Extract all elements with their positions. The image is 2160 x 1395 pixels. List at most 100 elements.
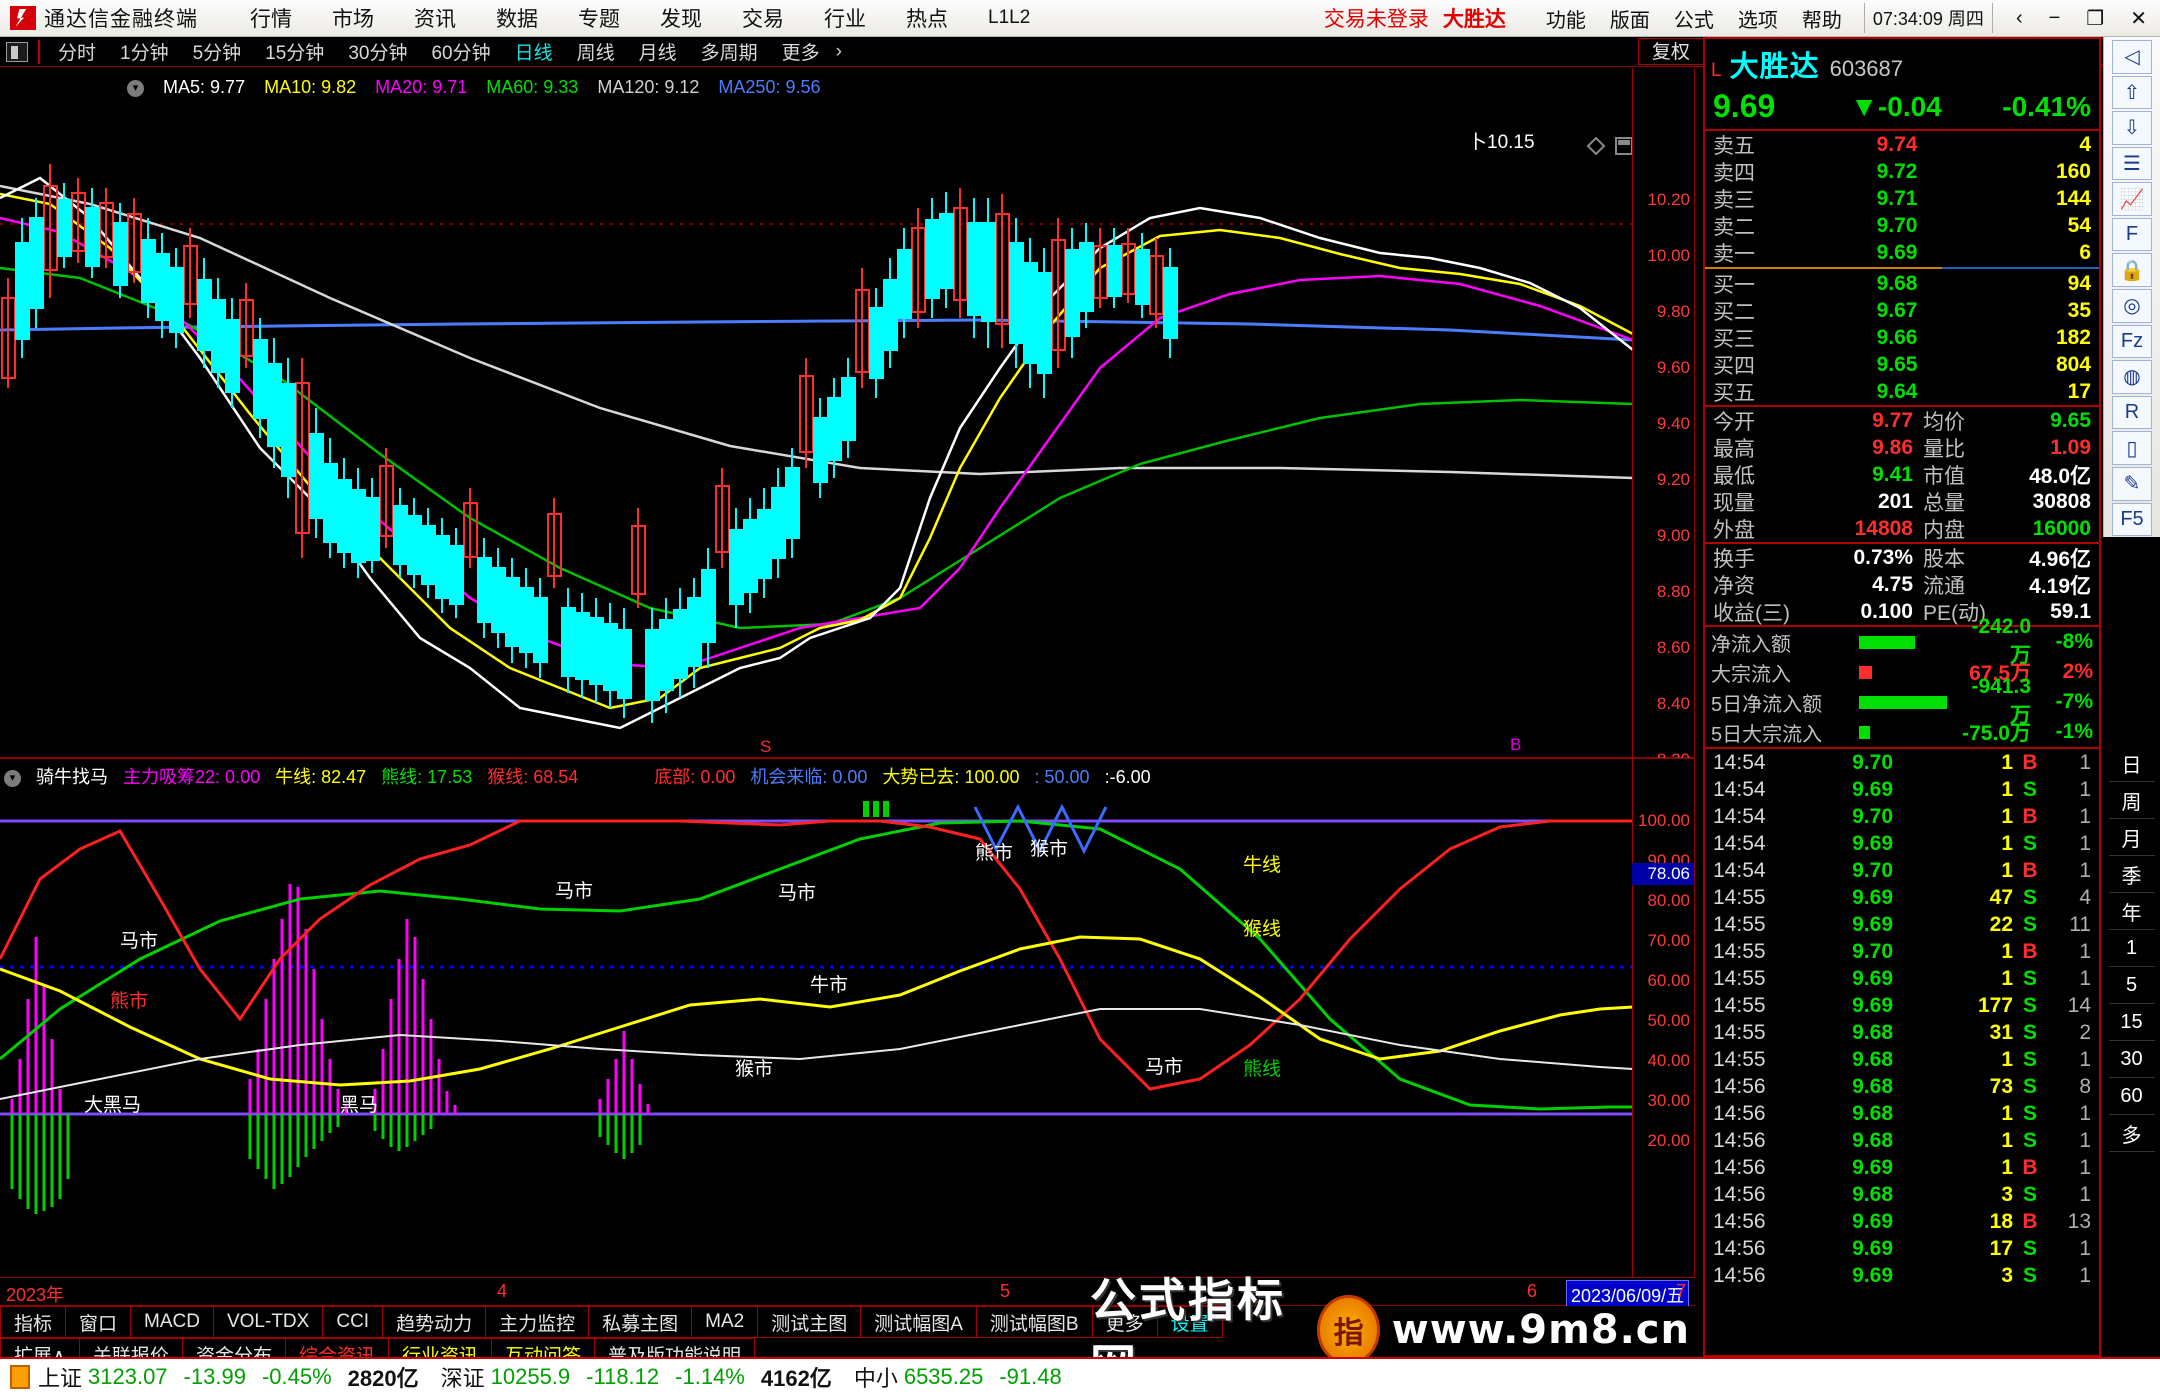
menu-item-redian[interactable]: 热点: [906, 8, 948, 31]
main-kline-chart[interactable]: 大胜达(日线) ▾ MA5: 9.77 MA10: 9.82 MA20: 9.7…: [0, 68, 1695, 769]
orderbook-bid-row[interactable]: 买五 9.64 17: [1705, 378, 2099, 405]
menu-item-faxian[interactable]: 发现: [660, 8, 702, 31]
period-weekly[interactable]: 周线: [576, 43, 615, 64]
list-icon[interactable]: ☰: [2112, 146, 2152, 181]
axis-tick-2: 9.80: [1656, 302, 1690, 321]
indicator-dropdown-icon[interactable]: ▾: [4, 769, 21, 787]
arrow-down-icon[interactable]: ⇩: [2112, 111, 2152, 145]
side-period-5min[interactable]: 5: [2108, 967, 2155, 1004]
orderbook-bid-row[interactable]: 买一 9.68 94: [1705, 270, 2099, 297]
menu-item-l1l2[interactable]: L1L2: [988, 7, 1031, 28]
menu-item-hangye[interactable]: 行业: [824, 8, 866, 31]
tab-macd[interactable]: MACD: [131, 1306, 214, 1338]
period-1min[interactable]: 1分钟: [120, 43, 169, 64]
pencil-icon[interactable]: ✎: [2112, 466, 2152, 501]
period-fenshi[interactable]: 分时: [58, 43, 97, 64]
close-button-icon[interactable]: ✕: [2130, 7, 2147, 30]
orderbook-ask-row[interactable]: 卖三 9.71 144: [1705, 185, 2099, 212]
period-multi[interactable]: 多周期: [700, 43, 758, 64]
minimize-button-icon[interactable]: −: [2048, 6, 2061, 29]
tick-time: 14:56: [1713, 1155, 1766, 1179]
tab-ceshizhutu[interactable]: 测试主图: [758, 1306, 862, 1338]
tab-vol-tdx[interactable]: VOL-TDX: [213, 1306, 324, 1338]
tick-volume: 1: [2001, 966, 2013, 990]
chart-icon[interactable]: 📈: [2112, 182, 2152, 216]
f-icon[interactable]: F: [2112, 217, 2152, 252]
menu-item-zixun[interactable]: 资讯: [414, 8, 456, 31]
app-logo-icon: [8, 4, 38, 32]
orderbook-bid-row[interactable]: 买二 9.67 35: [1705, 297, 2099, 324]
menu-item-zhuanti[interactable]: 专题: [578, 8, 620, 31]
orderbook-ask-row[interactable]: 卖一 9.69 6: [1705, 239, 2099, 266]
circle-icon[interactable]: ◍: [2112, 360, 2152, 394]
side-period-1min[interactable]: 1: [2108, 930, 2155, 967]
f5-icon[interactable]: F5: [2112, 502, 2152, 537]
lock-icon[interactable]: 🔒: [2112, 253, 2152, 288]
restore-button-icon[interactable]: ❐: [2086, 7, 2105, 30]
side-period-more[interactable]: 多: [2108, 1115, 2155, 1152]
tab-shezhi[interactable]: 设置: [1157, 1306, 1223, 1338]
login-status-label[interactable]: 交易未登录: [1323, 8, 1429, 31]
menu-item-bangzhu[interactable]: 帮助: [1801, 9, 1842, 32]
tab-ceshifutu-b[interactable]: 测试幅图B: [976, 1306, 1093, 1338]
tick-time: 14:56: [1713, 1128, 1766, 1152]
tab-qushidongli[interactable]: 趋势动力: [383, 1306, 487, 1338]
side-period-30min[interactable]: 30: [2108, 1041, 2155, 1078]
menu-item-xuanxiang[interactable]: 选项: [1737, 9, 1778, 32]
orderbook-bid-row[interactable]: 买三 9.66 182: [1705, 324, 2099, 351]
chevron-left-icon[interactable]: ◁: [2112, 40, 2152, 74]
ask3-price: 9.71: [1876, 186, 1918, 210]
menu-item-jiaoyi[interactable]: 交易: [742, 8, 784, 31]
period-monthly[interactable]: 月线: [638, 43, 677, 64]
orderbook-ask-row[interactable]: 卖二 9.70 54: [1705, 212, 2099, 239]
side-period-day[interactable]: 日: [2108, 745, 2155, 782]
tab-simuzhutu[interactable]: 私募主图: [589, 1306, 693, 1338]
menu-item-shichang[interactable]: 市场: [332, 8, 374, 31]
period-60min[interactable]: 60分钟: [431, 43, 491, 64]
period-5min[interactable]: 5分钟: [192, 43, 242, 64]
tool-fuquan[interactable]: 复权: [1637, 38, 1703, 65]
menu-item-banmian[interactable]: 版面: [1609, 9, 1650, 32]
side-period-month[interactable]: 月: [2108, 819, 2155, 856]
tab-gengduo[interactable]: 更多: [1092, 1306, 1158, 1338]
side-period-year[interactable]: 年: [2108, 893, 2155, 930]
candle-icon[interactable]: ▯: [2112, 431, 2152, 465]
tab-cci[interactable]: CCI: [323, 1306, 384, 1338]
active-stock-label[interactable]: 大胜达: [1442, 8, 1506, 31]
menu-item-gongshi[interactable]: 公式: [1673, 9, 1714, 32]
tab-zhibiao[interactable]: 指标: [0, 1306, 67, 1338]
flow-block-pct: 2%: [2062, 660, 2093, 683]
period-daily[interactable]: 日线: [514, 43, 553, 64]
orderbook-bid-row[interactable]: 买四 9.65 804: [1705, 351, 2099, 378]
globe-icon[interactable]: ◎: [2112, 289, 2152, 323]
period-15min[interactable]: 15分钟: [265, 43, 325, 64]
indicator-panel[interactable]: ▾ 骑牛找马 主力吸筹22: 0.00 牛线: 82.47 熊线: 17.53 …: [0, 758, 1695, 1278]
tab-ceshifutu-a[interactable]: 测试幅图A: [861, 1306, 977, 1338]
arrow-up-icon[interactable]: ⇧: [2112, 75, 2152, 110]
period-30min[interactable]: 30分钟: [348, 43, 408, 64]
fz-icon[interactable]: Fz: [2112, 324, 2152, 359]
orderbook-ask-row[interactable]: 卖五 9.74 4: [1705, 131, 2099, 158]
chevron-down-icon[interactable]: ▾: [127, 79, 145, 97]
orderbook-ask-row[interactable]: 卖四 9.72 160: [1705, 158, 2099, 185]
rsi-icon[interactable]: R: [2112, 395, 2152, 430]
svg-text:B: B: [1510, 735, 1521, 754]
side-period-15min[interactable]: 15: [2108, 1004, 2155, 1041]
side-period-week[interactable]: 周: [2108, 782, 2155, 819]
menu-item-hangqing[interactable]: 行情: [250, 8, 292, 31]
tick-time: 14:56: [1713, 1263, 1766, 1287]
side-period-60min[interactable]: 60: [2108, 1078, 2155, 1115]
menu-item-gongneng[interactable]: 功能: [1545, 9, 1586, 32]
tick-direction: S: [2022, 1182, 2037, 1206]
side-period-quarter[interactable]: 季: [2108, 856, 2155, 893]
tab-zhulijiankong[interactable]: 主力监控: [486, 1306, 590, 1338]
menu-item-shuju[interactable]: 数据: [496, 8, 538, 31]
back-button-icon[interactable]: ‹: [2015, 6, 2023, 29]
status-app-icon[interactable]: [10, 1365, 30, 1389]
chevron-right-icon[interactable]: ›: [835, 40, 842, 62]
tick-tape-section[interactable]: 14:54 9.70 1 B 1 14:54 9.69 1 S 1 14:54 9.70 1 B 1 1…: [1705, 747, 2099, 1289]
panel-layout-icon[interactable]: [6, 41, 28, 62]
tab-ma2[interactable]: MA2: [692, 1306, 759, 1338]
period-more[interactable]: 更多: [781, 43, 820, 64]
tab-chuangkou[interactable]: 窗口: [66, 1306, 132, 1338]
